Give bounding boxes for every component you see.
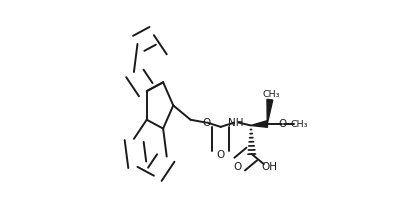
- Text: O: O: [279, 119, 287, 129]
- Text: CH₃: CH₃: [290, 120, 308, 129]
- Text: O: O: [234, 162, 242, 172]
- Text: NH: NH: [228, 118, 244, 128]
- Text: OH: OH: [262, 162, 278, 172]
- Text: O: O: [216, 151, 225, 161]
- Polygon shape: [267, 99, 273, 124]
- Text: CH₃: CH₃: [262, 90, 280, 99]
- Polygon shape: [251, 121, 268, 127]
- Text: O: O: [202, 118, 210, 128]
